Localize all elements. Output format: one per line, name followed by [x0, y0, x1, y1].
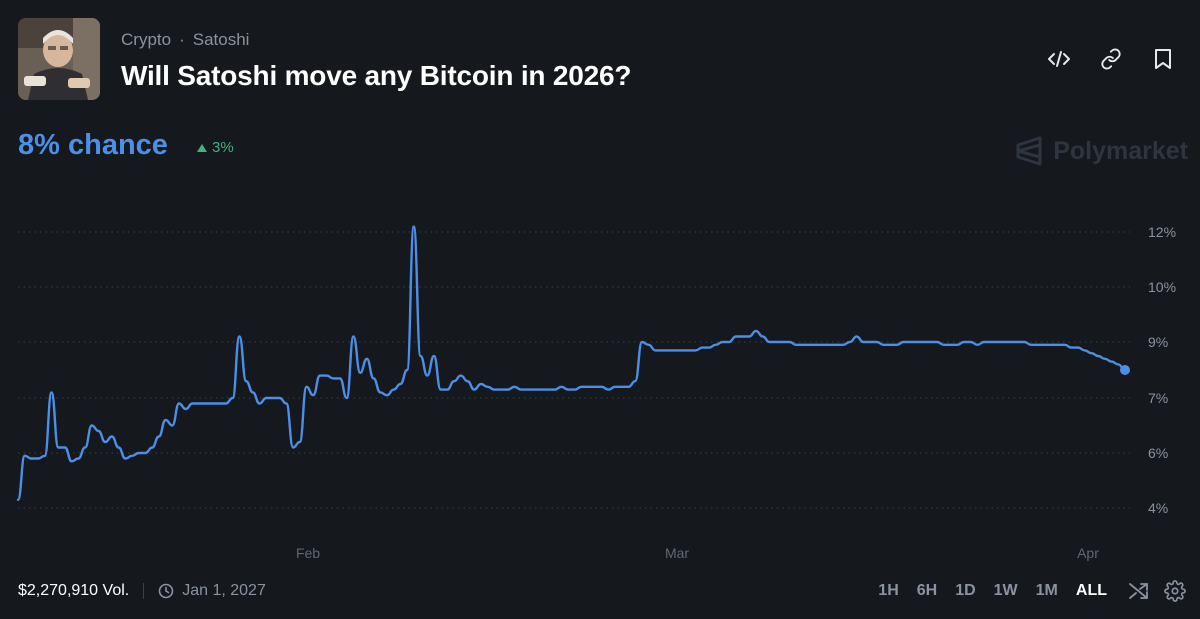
link-icon[interactable]: [1098, 46, 1124, 72]
range-all[interactable]: ALL: [1075, 582, 1107, 599]
polymarket-logo-icon: [1016, 136, 1042, 166]
embed-icon[interactable]: [1046, 46, 1072, 72]
x-tick-label: Apr: [1077, 545, 1099, 561]
x-tick-label: Mar: [665, 545, 689, 561]
triangle-up-icon: [197, 143, 207, 152]
volume-label: $2,270,910 Vol.: [18, 582, 130, 599]
range-selector: 1H 6H 1D 1W 1M ALL: [869, 580, 1188, 602]
end-date: Jan 1, 2027: [158, 582, 266, 600]
x-tick-label: Feb: [296, 545, 320, 561]
clock-icon: [158, 583, 174, 599]
breadcrumb-tag[interactable]: Satoshi: [192, 30, 250, 49]
range-1m[interactable]: 1M: [1035, 582, 1058, 599]
chance-delta: 3%: [196, 139, 234, 156]
price-chart[interactable]: 4% 6% 7% 9% 10% 12% Feb Mar Apr: [0, 190, 1200, 570]
chance-value: 8% chance: [18, 129, 168, 161]
footer-divider: [143, 583, 145, 599]
settings-gear-icon[interactable]: [1162, 580, 1188, 602]
y-tick-label: 10%: [1148, 279, 1176, 295]
range-1h[interactable]: 1H: [878, 582, 899, 599]
range-1d[interactable]: 1D: [955, 582, 976, 599]
market-avatar: [18, 18, 100, 100]
shuffle-icon[interactable]: [1126, 580, 1152, 602]
header-actions: [1046, 46, 1176, 72]
market-footer: $2,270,910 Vol. Jan 1, 2027: [18, 582, 266, 600]
y-tick-label: 6%: [1148, 445, 1168, 461]
polymarket-logo: Polymarket: [1015, 136, 1188, 166]
y-tick-label: 7%: [1148, 390, 1168, 406]
series-line: [16, 225, 1127, 501]
y-tick-label: 4%: [1148, 500, 1168, 516]
market-title: Will Satoshi move any Bitcoin in 2026?: [121, 60, 632, 91]
end-date-text: Jan 1, 2027: [182, 582, 266, 599]
range-6h[interactable]: 6H: [916, 582, 938, 599]
range-1w[interactable]: 1W: [993, 582, 1018, 599]
breadcrumb-separator: ·: [179, 30, 185, 49]
chance-delta-value: 3%: [212, 139, 234, 156]
breadcrumb: Crypto · Satoshi: [121, 30, 249, 50]
series-end-point: [1120, 365, 1130, 375]
bookmark-icon[interactable]: [1150, 46, 1176, 72]
y-tick-label: 12%: [1148, 224, 1176, 240]
y-tick-label: 9%: [1148, 334, 1168, 350]
breadcrumb-category[interactable]: Crypto: [121, 30, 172, 49]
polymarket-logo-text: Polymarket: [1053, 136, 1188, 165]
